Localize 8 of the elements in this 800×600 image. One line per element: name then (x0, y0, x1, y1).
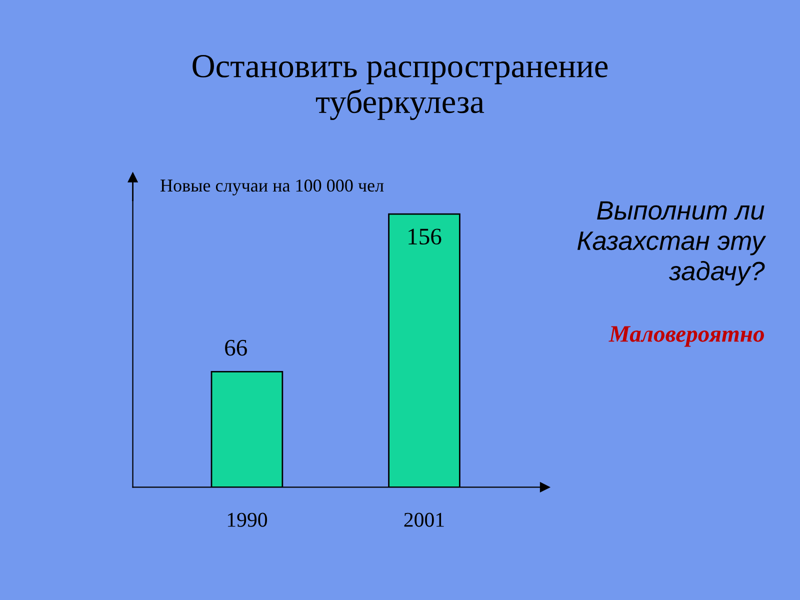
x-tick-label: 1990 (228, 512, 268, 527)
chart-title: Остановить распространение туберкулеза (192, 55, 608, 120)
x-tick-label: 2001 (404, 512, 444, 527)
data-label: 156 (408, 228, 442, 245)
text: Маловероятно (608, 326, 764, 347)
text: Выполнит ли Казахстан эту задачу? (577, 201, 766, 286)
data-label: 66 (225, 340, 247, 356)
y-axis-title: Новые случаи на 100 000 чел (160, 179, 384, 196)
